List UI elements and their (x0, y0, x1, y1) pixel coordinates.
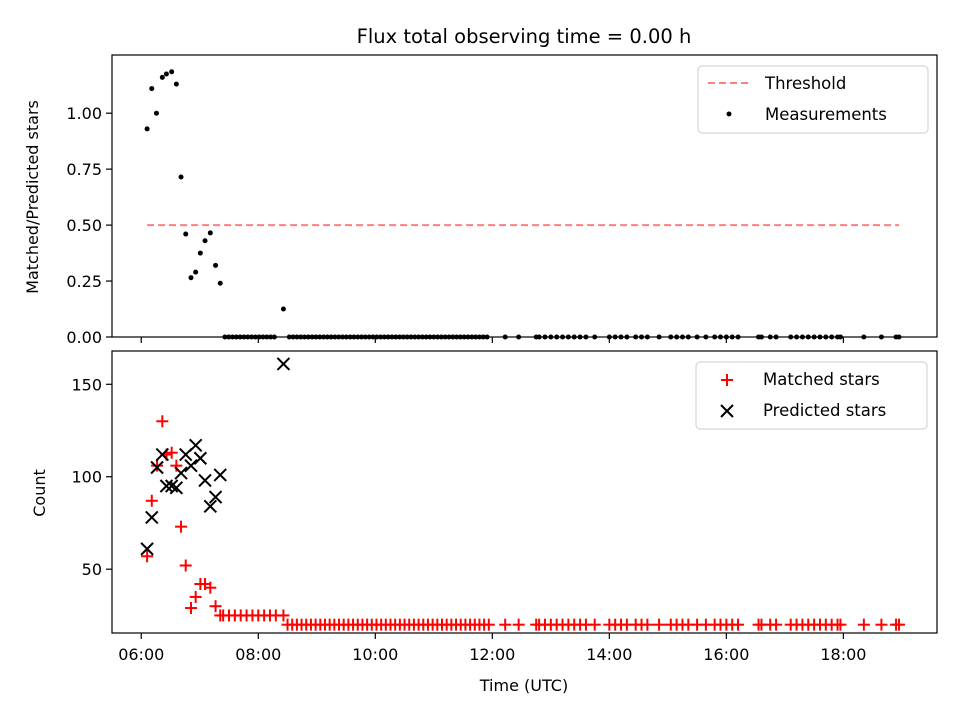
predicted-star-point (184, 458, 198, 473)
matched-star-point (151, 459, 164, 472)
measurement-point (188, 275, 194, 281)
predicted-star-point (140, 542, 154, 556)
measurement-point (149, 86, 155, 92)
matched-star-point (277, 609, 290, 622)
chart-title: Flux total observing time = 0.00 h (357, 25, 692, 48)
top-y-tick-label: 0.00 (66, 328, 102, 347)
count-panel: Count Time (UTC) 50 100 150 06:00 08:00 10:00… (30, 350, 938, 695)
x-tick-label: 10:00 (352, 645, 398, 664)
matched-star-point (499, 618, 512, 631)
legend-matched-stars: Matched stars (763, 370, 880, 389)
matched-star-point (653, 618, 666, 631)
top-y-axis-label: Matched/Predicted stars (23, 100, 42, 294)
predicted-star-point (188, 438, 203, 453)
matched-star-point (892, 618, 905, 631)
predicted-star-point (193, 451, 208, 465)
predicted-star-point (208, 490, 223, 504)
x-tick-label: 06:00 (118, 645, 164, 664)
bottom-y-axis-label: Count (30, 469, 49, 517)
matched-star-point (770, 618, 783, 631)
matched-star-point (512, 618, 525, 631)
x-tick-label: 12:00 (469, 645, 515, 664)
measurement-point (163, 71, 169, 77)
measurement-point (173, 81, 179, 87)
predicted-stars-legend-swatch (720, 404, 734, 418)
measurement-point (178, 174, 184, 180)
measurement-point (280, 306, 286, 312)
x-tick-label: 14:00 (586, 645, 632, 664)
matched-star-point (875, 618, 888, 631)
matched-star-point (184, 602, 197, 615)
matched-star-point (209, 600, 222, 613)
bottom-y-tick-label: 100 (71, 468, 102, 487)
measurement-point (207, 230, 213, 236)
matched-star-point (214, 609, 227, 622)
top-y-tick-label: 0.75 (66, 160, 102, 179)
matched-star-point (165, 446, 178, 459)
measurement-point (193, 269, 199, 275)
predicted-star-point (169, 481, 184, 495)
measurements-legend-swatch (726, 111, 732, 117)
matched-star-point (156, 415, 169, 428)
measurement-point (144, 126, 150, 132)
matched-star-point (189, 590, 202, 603)
legend-measurements: Measurements (765, 105, 887, 124)
measurement-point (217, 280, 223, 286)
bottom-legend-box (695, 361, 928, 430)
x-tick-label: 08:00 (235, 645, 281, 664)
measurement-point (213, 262, 219, 268)
matched-star-point (141, 550, 154, 563)
legend-threshold: Threshold (764, 74, 846, 93)
x-tick-label: 16:00 (703, 645, 749, 664)
matched-star-point (175, 520, 188, 533)
matched-star-point (145, 494, 158, 507)
x-axis-label: Time (UTC) (479, 676, 568, 695)
matched-stars-legend-swatch (721, 374, 733, 386)
matched-star-point (732, 618, 745, 631)
bottom-legend: Matched stars Predicted stars (695, 361, 928, 430)
legend-predicted-stars: Predicted stars (763, 401, 886, 420)
predicted-star-point (150, 460, 164, 475)
predicted-star-point (198, 473, 212, 488)
measurement-point (153, 110, 159, 116)
predicted-star-point (276, 357, 291, 371)
predicted-star-point (145, 510, 159, 525)
predicted-star-point (155, 447, 170, 462)
matched-star-point (641, 618, 654, 631)
top-y-tick-label: 0.25 (66, 272, 102, 291)
matched-star-point (204, 581, 217, 594)
predicted-star-point (203, 499, 218, 514)
matched-star-point (588, 618, 601, 631)
predicted-star-point (213, 468, 227, 482)
bottom-y-tick-label: 50 (82, 560, 102, 579)
top-y-tick-label: 0.50 (66, 216, 102, 235)
matched-star-point (834, 618, 847, 631)
predicted-star-point (164, 479, 179, 493)
predicted-star-point (174, 466, 188, 480)
measurement-point (197, 250, 203, 256)
matched-star-point (857, 618, 870, 631)
matched-star-point (482, 618, 495, 631)
matched-star-point (179, 559, 192, 572)
measurement-point (169, 69, 175, 75)
bottom-y-tick-label: 150 (71, 375, 102, 394)
top-legend-box (697, 65, 929, 134)
top-y-tick-label: 1.00 (66, 104, 102, 123)
top-legend: Threshold Measurements (697, 65, 929, 134)
top-plot-frame (111, 54, 938, 338)
bottom-plot-frame (111, 350, 938, 634)
measurement-point (183, 231, 189, 237)
measurement-point (202, 238, 208, 244)
ratio-panel: Flux total observing time = 0.00 h Match… (23, 25, 938, 347)
measurement-point (159, 74, 165, 80)
x-tick-label: 18:00 (820, 645, 866, 664)
